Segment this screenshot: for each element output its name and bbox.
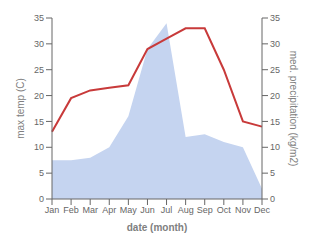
- svg-text:Jun: Jun: [140, 205, 155, 215]
- svg-text:25: 25: [34, 65, 44, 75]
- svg-text:5: 5: [39, 168, 44, 178]
- svg-text:Oct: Oct: [217, 205, 232, 215]
- svg-text:Apr: Apr: [102, 205, 116, 215]
- svg-text:15: 15: [34, 117, 44, 127]
- svg-text:35: 35: [270, 13, 280, 23]
- svg-text:15: 15: [270, 117, 280, 127]
- svg-text:Feb: Feb: [63, 205, 79, 215]
- svg-text:Jan: Jan: [45, 205, 60, 215]
- svg-text:date (month): date (month): [127, 222, 188, 233]
- svg-text:Aug: Aug: [178, 205, 194, 215]
- svg-text:0: 0: [39, 194, 44, 204]
- svg-text:20: 20: [34, 91, 44, 101]
- svg-text:max temp (C): max temp (C): [15, 78, 26, 139]
- svg-text:10: 10: [270, 142, 280, 152]
- svg-text:25: 25: [270, 65, 280, 75]
- svg-text:30: 30: [34, 39, 44, 49]
- svg-text:May: May: [120, 205, 138, 215]
- svg-text:Sep: Sep: [197, 205, 213, 215]
- svg-text:Nov: Nov: [235, 205, 252, 215]
- svg-text:Dec: Dec: [254, 205, 271, 215]
- svg-text:30: 30: [270, 39, 280, 49]
- svg-text:med. precipitation (kg/m2): med. precipitation (kg/m2): [288, 51, 299, 167]
- svg-text:0: 0: [270, 194, 275, 204]
- svg-text:5: 5: [270, 168, 275, 178]
- svg-text:Mar: Mar: [82, 205, 98, 215]
- svg-text:35: 35: [34, 13, 44, 23]
- svg-text:20: 20: [270, 91, 280, 101]
- svg-text:10: 10: [34, 142, 44, 152]
- svg-text:Jul: Jul: [161, 205, 173, 215]
